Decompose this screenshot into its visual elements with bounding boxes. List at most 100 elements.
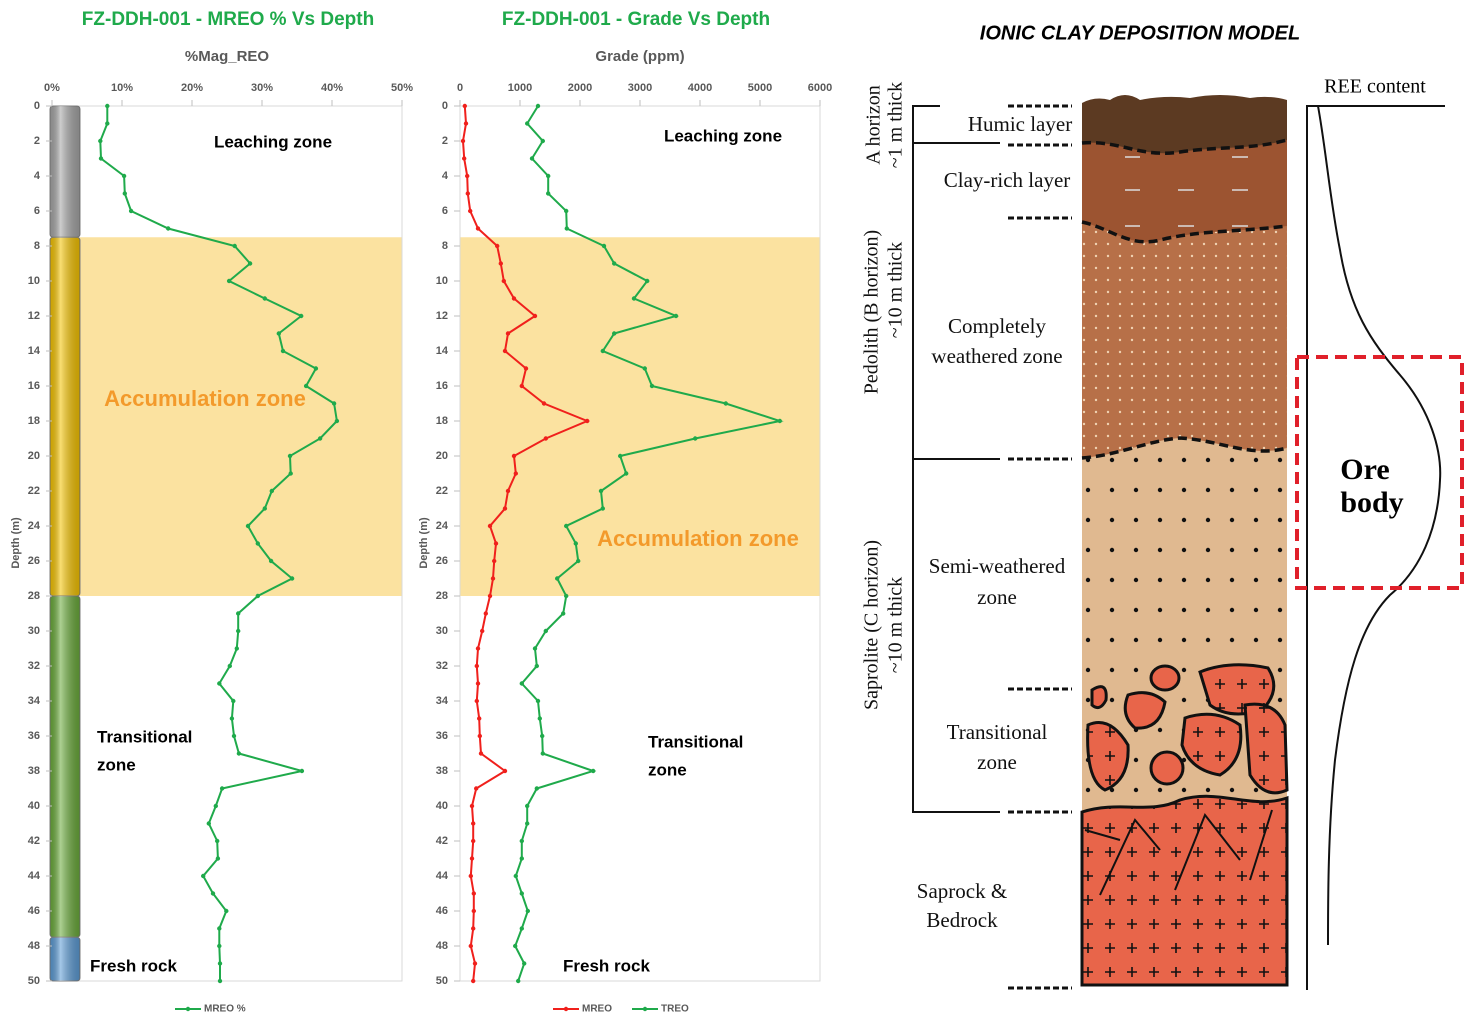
depth-tick-label: 26 <box>28 555 40 567</box>
ore-body-label: body <box>1340 486 1403 519</box>
legend-marker <box>564 1007 568 1011</box>
data-point <box>643 366 647 370</box>
depth-tick-label: 14 <box>28 345 41 357</box>
data-point <box>536 699 540 703</box>
depth-tick-label: 44 <box>436 870 449 882</box>
depth-tick-label: 10 <box>436 275 448 287</box>
ree-label: REE content <box>1324 76 1426 98</box>
data-point <box>332 401 336 405</box>
data-point <box>270 489 274 493</box>
horizon-brackets <box>913 106 1000 812</box>
value-tick-label: 40% <box>321 82 343 94</box>
data-point <box>474 786 478 790</box>
horizon-label: ~10 m thick <box>885 242 907 338</box>
layer-label: Bedrock <box>926 908 998 932</box>
value-axis-label: %Mag_REO <box>185 48 270 65</box>
depth-tick-label: 10 <box>28 275 40 287</box>
depth-tick-label: 0 <box>34 100 40 112</box>
data-point <box>520 384 524 388</box>
data-point <box>472 909 476 913</box>
data-point <box>645 279 649 283</box>
data-point <box>574 541 578 545</box>
zone-annotation: Accumulation zone <box>597 526 799 551</box>
data-point <box>228 664 232 668</box>
data-point <box>480 629 484 633</box>
depth-tick-label: 6 <box>442 205 448 217</box>
data-point <box>514 874 518 878</box>
depth-tick-label: 44 <box>28 870 41 882</box>
data-point <box>248 261 252 265</box>
depth-tick-label: 20 <box>436 450 448 462</box>
depth-tick-label: 38 <box>436 765 448 777</box>
legend-label: MREO % <box>204 1004 246 1015</box>
depth-tick-label: 12 <box>436 310 448 322</box>
data-point <box>530 156 534 160</box>
data-point <box>624 471 628 475</box>
data-point <box>218 961 222 965</box>
data-point <box>612 261 616 265</box>
data-point <box>335 419 339 423</box>
data-point <box>220 786 224 790</box>
data-point <box>591 769 595 773</box>
value-tick-label: 0% <box>44 82 60 94</box>
data-point <box>506 489 510 493</box>
data-point <box>612 331 616 335</box>
depth-tick-label: 42 <box>436 835 448 847</box>
depth-tick-label: 48 <box>28 940 40 952</box>
value-tick-label: 4000 <box>688 82 712 94</box>
depth-tick-label: 30 <box>436 625 448 637</box>
data-point <box>525 821 529 825</box>
data-point <box>520 856 524 860</box>
horizon-label: A horizon <box>863 85 885 164</box>
data-point <box>495 244 499 248</box>
data-point <box>218 979 222 983</box>
data-point <box>466 191 470 195</box>
data-point <box>494 541 498 545</box>
data-point <box>217 681 221 685</box>
data-point <box>599 489 603 493</box>
data-point <box>214 804 218 808</box>
depth-tick-label: 36 <box>28 730 40 742</box>
value-tick-label: 2000 <box>568 82 592 94</box>
data-point <box>503 506 507 510</box>
data-point <box>256 594 260 598</box>
data-point <box>472 891 476 895</box>
data-point <box>491 576 495 580</box>
value-axis-label: Grade (ppm) <box>595 48 684 65</box>
depth-tick-label: 40 <box>436 800 448 812</box>
layer-label: Transitional <box>947 720 1048 744</box>
data-point <box>674 314 678 318</box>
depth-tick-label: 32 <box>28 660 40 672</box>
depth-tick-label: 22 <box>28 485 40 497</box>
depth-bar-shine <box>50 937 80 981</box>
data-point <box>304 384 308 388</box>
value-tick-label: 3000 <box>628 82 652 94</box>
depth-tick-label: 2 <box>34 135 40 147</box>
data-point <box>541 139 545 143</box>
depth-tick-label: 46 <box>436 905 448 917</box>
data-point <box>632 296 636 300</box>
data-point <box>526 909 530 913</box>
depth-bar-shine <box>50 596 80 937</box>
horizon-label: Pedolith (B horizon) <box>861 230 883 394</box>
data-point <box>499 261 503 265</box>
depth-tick-label: 0 <box>442 100 448 112</box>
data-point <box>201 874 205 878</box>
charts: FZ-DDH-001 - MREO % Vs Depth%Mag_REODept… <box>10 9 832 1015</box>
data-point <box>506 331 510 335</box>
depth-tick-label: 16 <box>436 380 448 392</box>
data-point <box>166 226 170 230</box>
data-point <box>502 279 506 283</box>
data-point <box>462 156 466 160</box>
depth-tick-label: 14 <box>436 345 449 357</box>
data-point <box>533 646 537 650</box>
data-point <box>464 121 468 125</box>
data-point <box>469 944 473 948</box>
data-point <box>564 209 568 213</box>
data-point <box>99 156 103 160</box>
depth-tick-label: 42 <box>28 835 40 847</box>
data-point <box>478 734 482 738</box>
zone-annotation: Fresh rock <box>563 956 650 975</box>
ore-body-label: Ore <box>1340 453 1389 486</box>
data-point <box>514 471 518 475</box>
